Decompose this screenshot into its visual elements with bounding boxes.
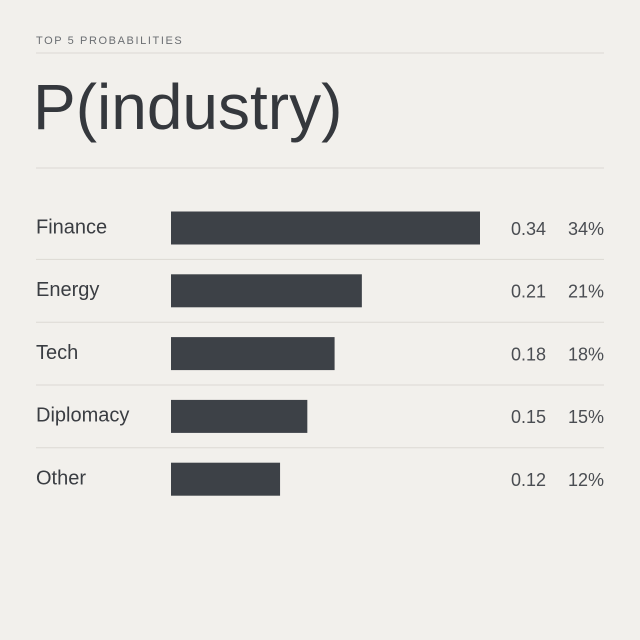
percent-label: 12% (568, 470, 604, 490)
value-label: 0.18 (511, 344, 546, 364)
percent-label: 34% (568, 219, 604, 239)
chart-title: P(industry) (33, 71, 342, 143)
category-label: Finance (36, 216, 107, 238)
chart-subtitle: TOP 5 PROBABILITIES (36, 35, 183, 47)
percent-label: 18% (568, 344, 604, 364)
bar (171, 337, 335, 371)
category-label: Diplomacy (36, 405, 129, 427)
value-label: 0.12 (511, 470, 546, 490)
value-label: 0.34 (511, 219, 546, 239)
bar (171, 462, 281, 496)
percent-label: 15% (568, 407, 604, 427)
bar (171, 399, 308, 433)
category-label: Other (36, 467, 86, 489)
category-label: Energy (36, 279, 99, 301)
bar (171, 211, 480, 245)
bar (171, 274, 362, 308)
value-label: 0.15 (511, 407, 546, 427)
percent-label: 21% (568, 282, 604, 302)
category-label: Tech (36, 342, 78, 364)
value-label: 0.21 (511, 282, 546, 302)
